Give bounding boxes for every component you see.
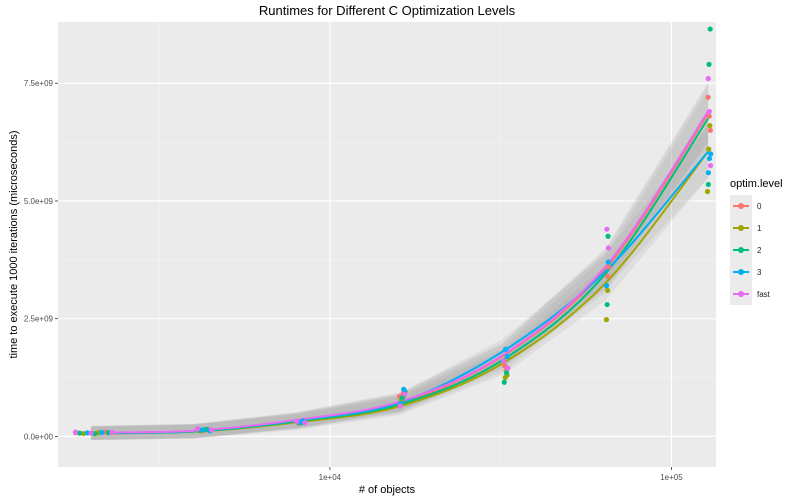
data-point-1 [707, 122, 713, 129]
data-point-2 [605, 233, 611, 239]
confidence-band [91, 124, 709, 440]
data-point-2 [503, 370, 510, 376]
legend-title: optim.level [730, 178, 783, 190]
y-tick-label: 2.5e+09 [24, 315, 54, 324]
data-point-fast [501, 358, 507, 364]
data-point-fast [505, 365, 511, 371]
legend-key-0 [730, 195, 752, 217]
data-point-0 [707, 127, 714, 133]
legend-key-point [738, 225, 744, 231]
data-point-2 [707, 26, 713, 32]
data-point-fast [195, 426, 201, 432]
data-point-2 [501, 379, 507, 385]
data-point-3 [605, 259, 611, 265]
legend-label: 3 [757, 267, 762, 277]
legend-item-2: 2 [730, 239, 798, 261]
data-point-1 [706, 146, 712, 152]
data-point-fast [88, 430, 94, 436]
y-tick-label: 5.0e+09 [24, 197, 54, 206]
data-point-2 [399, 395, 405, 401]
fit-line-fast [91, 110, 709, 434]
data-point-0 [606, 264, 612, 270]
chart-title: Runtimes for Different C Optimization Le… [259, 3, 516, 18]
data-point-fast [605, 245, 612, 251]
data-point-fast [302, 420, 308, 426]
y-tick-label: 7.5e+09 [24, 79, 54, 88]
data-point-fast [707, 163, 714, 169]
data-point-3 [84, 430, 90, 436]
data-point-2 [604, 301, 610, 308]
legend-key-point [738, 247, 744, 253]
y-axis-label: time to execute 1000 iterations (microse… [8, 130, 20, 358]
data-point-0 [705, 94, 711, 100]
legend-label: 0 [757, 201, 762, 211]
data-point-fast [706, 108, 712, 115]
x-tick-label: 1e+05 [660, 473, 683, 482]
data-point-1 [704, 188, 711, 195]
legend-item-3: 3 [730, 261, 798, 283]
legend-item-0: 0 [730, 195, 798, 217]
legend-key-2 [730, 239, 752, 261]
data-point-fast [208, 427, 215, 433]
data-point-3 [504, 353, 511, 359]
legend-label: fast [757, 289, 770, 299]
legend-item-fast: fast [730, 283, 798, 305]
legend-key-point [738, 269, 744, 275]
data-point-fast [402, 391, 408, 397]
legend-label: 1 [757, 223, 762, 233]
legend: optim.level 0 1 2 3 fast [730, 178, 798, 305]
legend-key-point [738, 203, 744, 209]
y-tick-label: 0.0e+00 [24, 432, 54, 441]
data-point-3 [401, 386, 407, 392]
data-point-3 [503, 346, 509, 352]
data-point-fast [109, 429, 115, 435]
data-point-2 [705, 181, 711, 188]
data-point-3 [200, 427, 206, 433]
data-point-3 [705, 170, 712, 176]
data-point-2 [76, 430, 83, 436]
legend-key-1 [730, 217, 752, 239]
data-point-0 [706, 113, 712, 119]
data-point-3 [708, 151, 714, 157]
x-tick-label: 1e+04 [319, 473, 342, 482]
plot-panel [58, 22, 716, 467]
data-point-3 [604, 283, 610, 289]
legend-label: 2 [757, 245, 762, 255]
legend-key-fast [730, 283, 752, 305]
legend-item-1: 1 [730, 217, 798, 239]
data-point-1 [604, 287, 611, 294]
x-axis-label: # of objects [359, 484, 416, 496]
legend-key-point [738, 291, 744, 297]
data-point-fast [72, 429, 79, 435]
data-point-fast [604, 226, 610, 232]
data-point-0 [604, 273, 611, 279]
data-point-2 [706, 61, 712, 67]
data-point-3 [99, 429, 105, 435]
data-point-1 [603, 317, 610, 323]
legend-key-3 [730, 261, 752, 283]
data-point-3 [706, 155, 713, 162]
data-point-1 [80, 430, 87, 437]
data-point-fast [294, 419, 300, 425]
data-point-fast [705, 75, 711, 82]
data-point-fast [397, 403, 403, 409]
